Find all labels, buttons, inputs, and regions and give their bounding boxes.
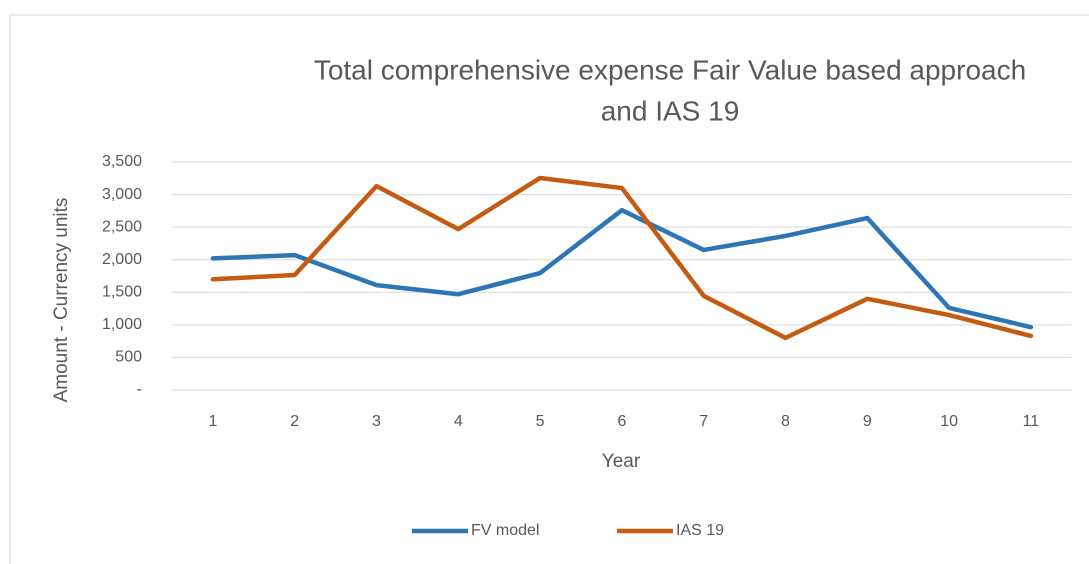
x-tick-label: 3 (372, 413, 381, 430)
y-axis-title: Amount - Currency units (51, 198, 72, 403)
x-tick-label: 8 (781, 413, 790, 430)
y-tick-label: 1,500 (102, 284, 142, 301)
x-tick-label: 6 (617, 413, 626, 430)
x-tick-label: 5 (536, 413, 545, 430)
x-tick-label: 1 (208, 413, 217, 430)
y-tick-label: 3,000 (102, 186, 142, 203)
x-tick-label: 4 (454, 413, 463, 430)
y-tick-label: 2,500 (102, 218, 142, 235)
x-axis-title: Year (602, 451, 641, 472)
legend-label: IAS 19 (676, 522, 724, 539)
line-series (210, 207, 1034, 330)
y-tick-label: 3,500 (102, 153, 142, 170)
x-tick-label: 9 (863, 413, 872, 430)
y-tick-label: - (137, 381, 142, 398)
line-series (210, 175, 1034, 341)
y-tick-label: 2,000 (102, 251, 142, 268)
chart-border (9, 14, 1089, 564)
x-tick-label: 11 (1023, 413, 1040, 430)
y-tick-label: 500 (115, 349, 142, 366)
chart-title: Total comprehensive expense Fair Value b… (314, 54, 1026, 85)
legend-label: FV model (471, 522, 539, 539)
chart-title: and IAS 19 (601, 95, 740, 126)
x-tick-label: 2 (290, 413, 299, 430)
x-tick-label: 7 (699, 413, 708, 430)
y-tick-label: 1,000 (102, 316, 142, 333)
x-tick-label: 10 (940, 413, 958, 430)
